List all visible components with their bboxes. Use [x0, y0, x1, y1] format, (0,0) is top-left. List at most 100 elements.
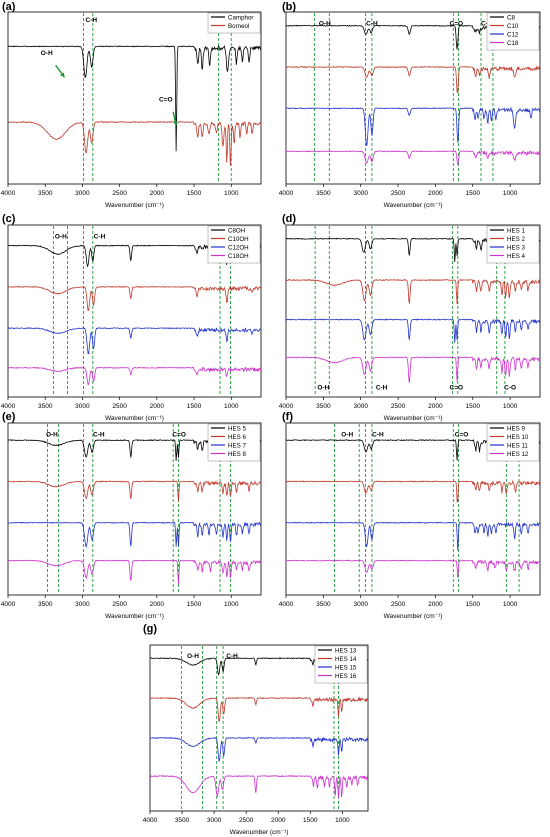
panel-b: (b)O-HC-HC=OC-OC8C10C12C1840003500300025… [279, 1, 541, 209]
legend [486, 12, 540, 51]
x-tick-label: 1500 [187, 403, 202, 410]
x-tick-label: 1500 [466, 601, 481, 608]
annotation-label: C=O [159, 96, 173, 103]
band-label: O-H [55, 233, 67, 240]
x-tick-label: 3500 [316, 403, 331, 410]
x-tick-label: 2500 [112, 403, 127, 410]
panel-label: (a) [2, 1, 16, 13]
x-axis-label: Wavenumber (cm⁻¹) [384, 613, 443, 620]
x-tick-label: 2000 [428, 601, 443, 608]
x-tick-label: 4000 [1, 601, 16, 608]
band-label: O-H [46, 431, 58, 438]
band-label: C-H [226, 653, 238, 660]
legend [207, 225, 261, 264]
legend-entry: HES 4 [507, 253, 525, 260]
x-tick-label: 1000 [224, 403, 239, 410]
x-tick-label: 2500 [391, 190, 406, 197]
x-tick-label: 4000 [279, 403, 294, 410]
series-line-c12oh [7, 327, 262, 355]
band-label: C-H [93, 431, 105, 438]
panel-a: (a)C-HC-OC=OO-HCamphorBorneol40003500300… [1, 1, 262, 209]
x-tick-label: 3000 [353, 403, 368, 410]
band-label: C-H [94, 233, 106, 240]
legend-entry: HES 1 [507, 228, 525, 235]
x-tick-label: 1000 [503, 190, 518, 197]
legend-entry: HES 13 [335, 648, 357, 655]
series-line-hes-3 [285, 318, 541, 343]
x-tick-label: 1500 [187, 190, 202, 197]
legend-entry: HES 12 [507, 451, 529, 458]
x-tick-label: 1500 [187, 601, 202, 608]
x-axis-label: Wavenumber (cm⁻¹) [384, 415, 443, 422]
x-tick-label: 3000 [75, 403, 90, 410]
legend-entry: HES 16 [335, 673, 357, 680]
band-label: C=O [450, 20, 464, 27]
panel-label: (b) [282, 1, 296, 13]
annotation-label: O-H [41, 50, 53, 57]
panel-label: (e) [2, 411, 16, 423]
x-tick-label: 3000 [75, 190, 90, 197]
band-label: C-O [504, 385, 516, 392]
panel-label: (g) [143, 623, 157, 635]
x-axis-label: Wavenumber (cm⁻¹) [105, 202, 164, 209]
x-tick-label: 4000 [1, 403, 16, 410]
x-tick-label: 3500 [175, 817, 190, 824]
x-tick-label: 3000 [353, 190, 368, 197]
legend-entry: HES 9 [507, 426, 525, 433]
x-tick-label: 3000 [207, 817, 222, 824]
legend-entry: C12 [507, 32, 519, 39]
series-line-hes-14 [149, 696, 369, 723]
x-tick-label: 1000 [503, 601, 518, 608]
legend [207, 423, 261, 462]
x-tick-label: 3500 [316, 601, 331, 608]
legend-entry: HES 11 [507, 443, 528, 450]
x-tick-label: 4000 [279, 190, 294, 197]
band-label: O-H [317, 385, 329, 392]
x-tick-label: 2000 [428, 190, 443, 197]
x-tick-label: 2000 [428, 403, 443, 410]
legend-entry: HES 7 [228, 443, 246, 450]
legend-entry: Camphor [228, 15, 253, 22]
band-label: O-H [319, 20, 331, 27]
band-label: C=O [450, 385, 464, 392]
legend [314, 645, 368, 684]
series-line-c10oh [8, 285, 262, 312]
x-tick-label: 1500 [466, 403, 481, 410]
series-line-hes-2 [285, 278, 541, 305]
x-tick-label: 1500 [466, 190, 481, 197]
x-tick-label: 3500 [38, 601, 53, 608]
legend-entry: C12OH [228, 245, 249, 252]
series-line-hes-16 [149, 775, 369, 799]
x-tick-label: 3000 [353, 601, 368, 608]
x-tick-label: 2000 [150, 190, 165, 197]
legend-entry: C10OH [228, 236, 249, 243]
legend-entry: HES 8 [228, 451, 246, 458]
annotation-arrowhead [60, 72, 65, 78]
series-line-c18oh [7, 366, 262, 386]
legend-entry: HES 3 [507, 245, 525, 252]
series-line-hes-11 [285, 521, 541, 551]
legend-entry: C18 [507, 40, 519, 47]
plot-area [7, 11, 262, 185]
annotation-arrowhead [172, 120, 178, 126]
x-tick-label: 1500 [303, 817, 318, 824]
series-line-hes-6 [7, 480, 262, 502]
x-tick-label: 1000 [224, 601, 239, 608]
legend-entry: HES 10 [507, 434, 529, 441]
x-axis-label: Wavenumber (cm⁻¹) [105, 613, 164, 620]
series-line-borneol [7, 121, 262, 166]
panel-label: (f) [282, 411, 293, 423]
x-tick-label: 1000 [503, 403, 518, 410]
legend [207, 12, 261, 34]
band-label: C-H [376, 385, 388, 392]
x-tick-label: 4000 [1, 190, 16, 197]
x-axis-label: Wavenumber (cm⁻¹) [230, 829, 289, 836]
x-tick-label: 1000 [224, 190, 239, 197]
series-line-c10 [286, 65, 541, 94]
legend-entry: C8 [507, 15, 515, 22]
legend-entry: C10 [507, 23, 519, 30]
